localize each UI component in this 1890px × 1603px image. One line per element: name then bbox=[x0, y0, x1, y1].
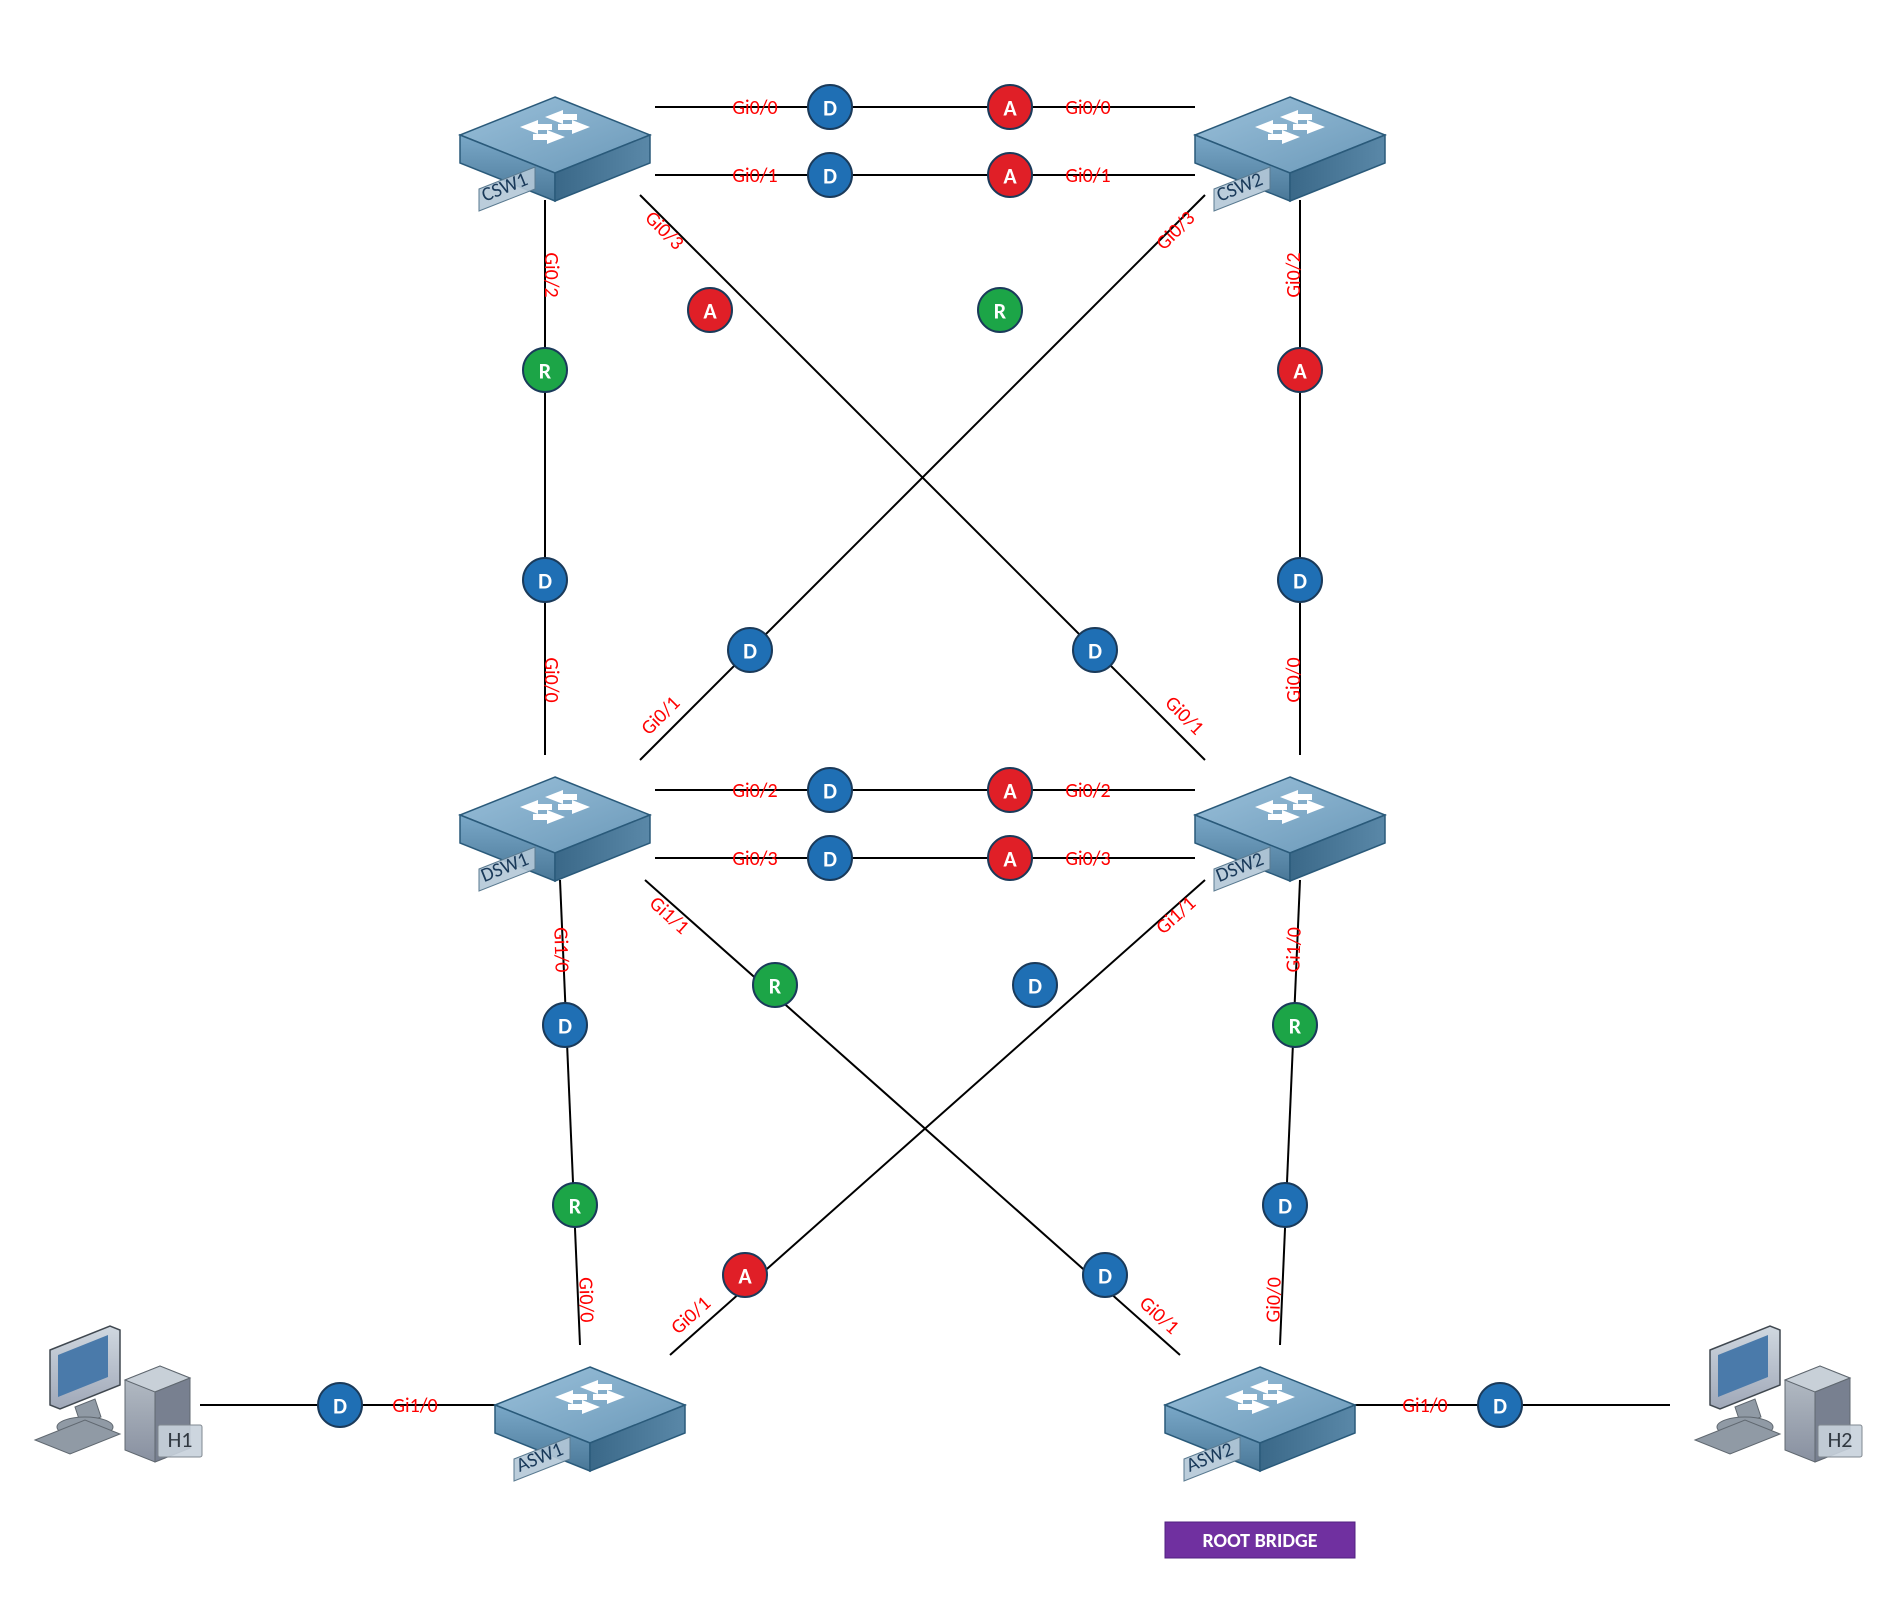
svg-text:A: A bbox=[1003, 163, 1017, 190]
svg-text:D: D bbox=[1493, 1393, 1507, 1420]
svg-text:A: A bbox=[1003, 778, 1017, 805]
svg-text:D: D bbox=[823, 95, 837, 122]
port-label: Gi1/0 bbox=[1281, 927, 1307, 973]
svg-text:D: D bbox=[1088, 638, 1102, 665]
port-badge-d: D bbox=[318, 1383, 362, 1427]
host-label: H2 bbox=[1828, 1426, 1853, 1453]
root-bridge-label: ROOT BRIDGE bbox=[1202, 1529, 1317, 1553]
svg-text:D: D bbox=[538, 568, 552, 595]
port-badge-d: D bbox=[1013, 963, 1057, 1007]
svg-text:A: A bbox=[1003, 846, 1017, 873]
port-badge-d: D bbox=[543, 1003, 587, 1047]
svg-text:A: A bbox=[738, 1263, 752, 1290]
port-badge-d: D bbox=[808, 85, 852, 129]
svg-text:R: R bbox=[769, 973, 782, 1000]
port-badge-d: D bbox=[808, 768, 852, 812]
svg-text:R: R bbox=[994, 298, 1007, 325]
port-badge-d: D bbox=[1478, 1383, 1522, 1427]
port-label: Gi0/0 bbox=[732, 96, 777, 120]
port-label: Gi0/3 bbox=[1151, 206, 1200, 255]
port-badge-a: A bbox=[1278, 348, 1322, 392]
port-label: Gi1/1 bbox=[1151, 891, 1201, 939]
port-badge-d: D bbox=[1083, 1253, 1127, 1297]
svg-text:D: D bbox=[1293, 568, 1307, 595]
svg-text:D: D bbox=[1278, 1193, 1292, 1220]
port-badge-d: D bbox=[1278, 558, 1322, 602]
port-label: Gi0/0 bbox=[1065, 96, 1110, 120]
port-badge-a: A bbox=[723, 1253, 767, 1297]
switch-asw1: ASW1 bbox=[495, 1367, 685, 1481]
port-label: Gi0/2 bbox=[1282, 252, 1306, 297]
port-label: Gi0/1 bbox=[732, 164, 777, 188]
svg-text:R: R bbox=[539, 358, 552, 385]
svg-text:D: D bbox=[823, 778, 837, 805]
svg-text:D: D bbox=[1098, 1263, 1112, 1290]
port-badge-a: A bbox=[988, 85, 1032, 129]
port-badge-a: A bbox=[688, 288, 732, 332]
port-badge-d: D bbox=[728, 628, 772, 672]
port-label: Gi0/3 bbox=[640, 206, 689, 255]
svg-text:D: D bbox=[743, 638, 757, 665]
svg-text:R: R bbox=[569, 1193, 582, 1220]
port-label: Gi0/0 bbox=[539, 657, 563, 702]
port-badge-d: D bbox=[1073, 628, 1117, 672]
svg-text:D: D bbox=[823, 846, 837, 873]
port-label: Gi0/1 bbox=[1134, 1291, 1184, 1339]
svg-text:A: A bbox=[1293, 358, 1307, 385]
svg-text:D: D bbox=[823, 163, 837, 190]
svg-text:A: A bbox=[1003, 95, 1017, 122]
port-badge-d: D bbox=[1263, 1183, 1307, 1227]
port-badge-r: R bbox=[1273, 1003, 1317, 1047]
port-label: Gi0/0 bbox=[573, 1277, 599, 1323]
port-label: Gi0/1 bbox=[636, 691, 685, 740]
host-h1: H1 bbox=[35, 1326, 202, 1462]
port-label: Gi0/2 bbox=[1065, 779, 1110, 803]
svg-text:A: A bbox=[703, 298, 717, 325]
port-badge-d: D bbox=[808, 153, 852, 197]
host-label: H1 bbox=[168, 1426, 193, 1453]
switch-csw2: CSW2 bbox=[1195, 97, 1385, 211]
svg-text:D: D bbox=[558, 1013, 572, 1040]
port-badge-r: R bbox=[553, 1183, 597, 1227]
port-label: Gi0/1 bbox=[1160, 691, 1209, 740]
port-badge-r: R bbox=[978, 288, 1022, 332]
switch-dsw1: DSW1 bbox=[460, 777, 650, 891]
host-h2: H2 bbox=[1695, 1326, 1862, 1462]
port-label: Gi0/1 bbox=[666, 1291, 716, 1339]
svg-text:R: R bbox=[1289, 1013, 1302, 1040]
switch-asw2: ASW2 bbox=[1165, 1367, 1355, 1481]
port-badge-a: A bbox=[988, 153, 1032, 197]
port-badge-r: R bbox=[753, 963, 797, 1007]
port-label: Gi0/0 bbox=[1282, 657, 1306, 702]
port-label: Gi0/2 bbox=[539, 252, 563, 297]
network-diagram: CSW1 CSW2 DSW1 DSW2 ASW1 ASW2 H1 H2 D A D A R D A D A D R… bbox=[0, 0, 1890, 1603]
port-label: Gi0/2 bbox=[732, 779, 777, 803]
port-label: Gi1/1 bbox=[644, 891, 694, 939]
port-label: Gi0/0 bbox=[1261, 1277, 1287, 1323]
port-label: Gi0/1 bbox=[1065, 164, 1110, 188]
port-badge-d: D bbox=[523, 558, 567, 602]
port-label: Gi1/0 bbox=[1402, 1394, 1447, 1418]
port-label: Gi1/0 bbox=[392, 1394, 437, 1418]
port-badge-d: D bbox=[808, 836, 852, 880]
port-badge-a: A bbox=[988, 836, 1032, 880]
switch-csw1: CSW1 bbox=[460, 97, 650, 211]
port-label: Gi0/3 bbox=[1065, 847, 1110, 871]
port-label: Gi1/0 bbox=[548, 927, 574, 973]
svg-text:D: D bbox=[1028, 973, 1042, 1000]
port-badge-r: R bbox=[523, 348, 567, 392]
port-badge-a: A bbox=[988, 768, 1032, 812]
port-label: Gi0/3 bbox=[732, 847, 777, 871]
svg-text:D: D bbox=[333, 1393, 347, 1420]
switch-dsw2: DSW2 bbox=[1195, 777, 1385, 891]
